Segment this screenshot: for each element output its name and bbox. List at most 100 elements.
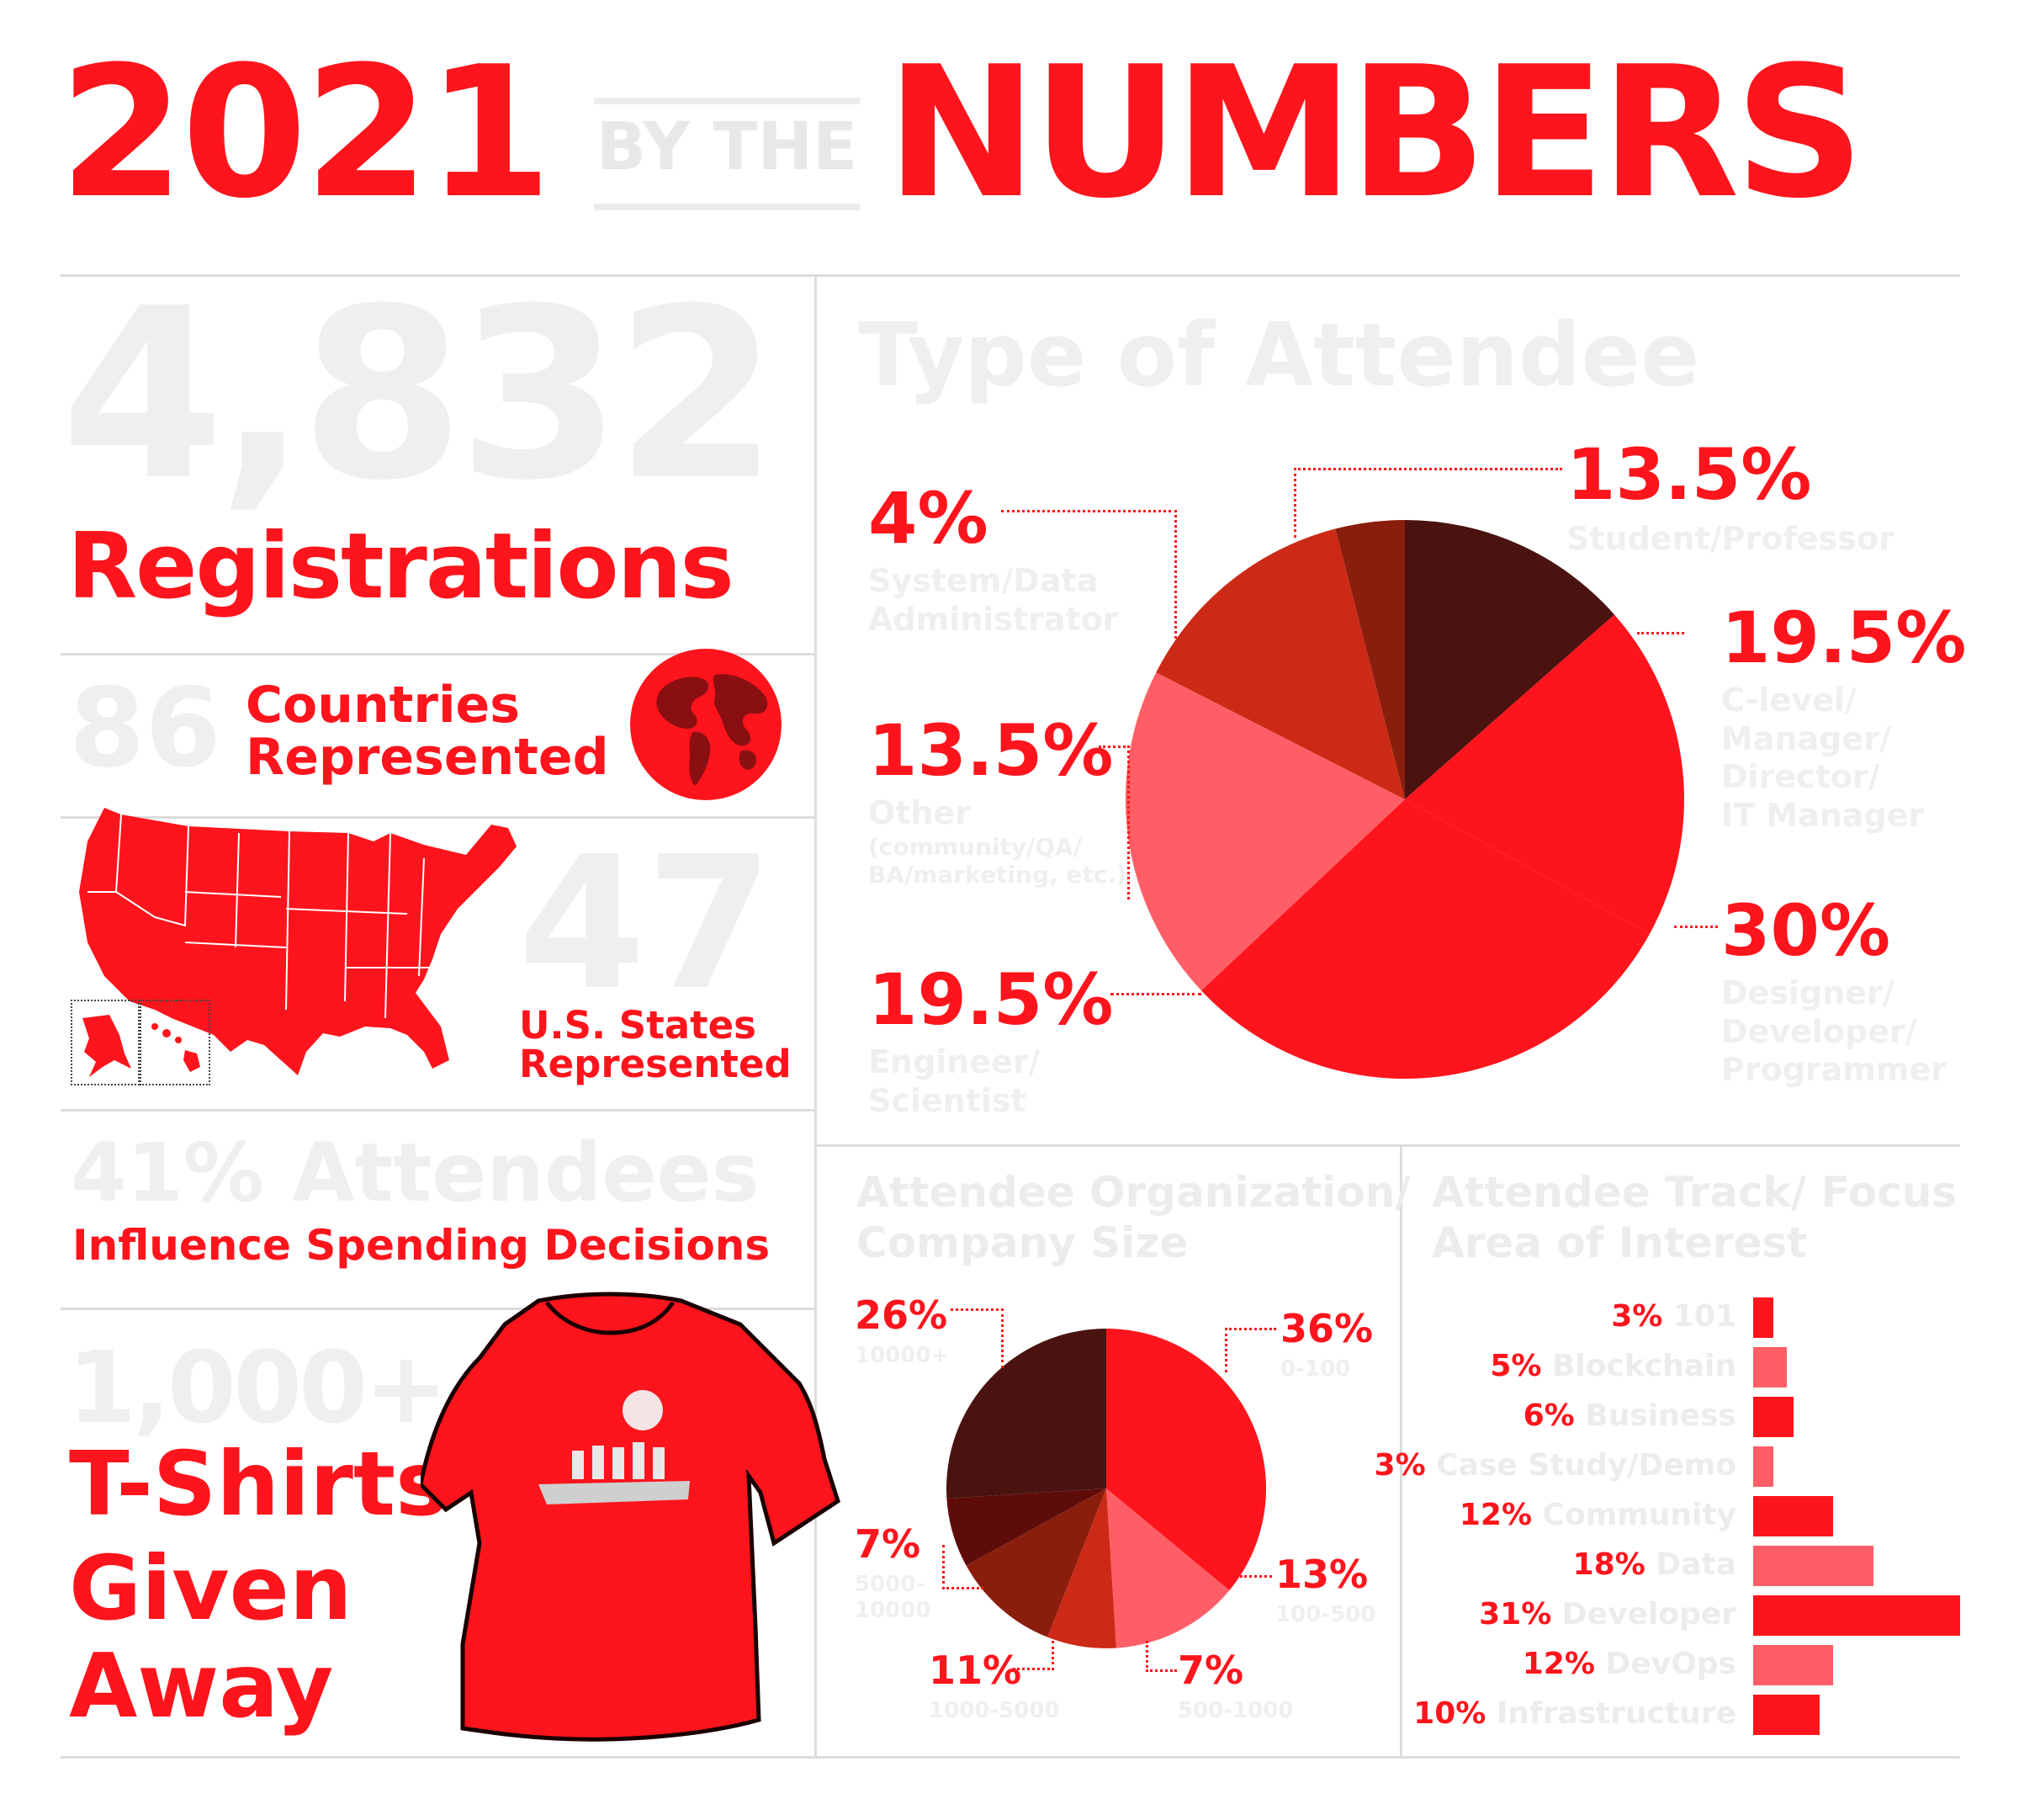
label-500-1000-pct: 7% [1178,1648,1244,1693]
label-1000-5000-cat: 1000-5000 [929,1698,1060,1723]
countries-value: 86 [69,664,221,792]
label-5000-10000: 7% 5000- 10000 [855,1525,930,1624]
track-bar [1753,1297,1773,1338]
track-bar [1753,1595,1960,1636]
track-row: 10% Infrastructure [1346,1691,2019,1740]
company-size-slice-5 [946,1329,1106,1499]
tshirts-line-3: Away [69,1635,334,1738]
registrations-label: Registrations [67,514,734,619]
label-10000plus: 26% 10000+ [855,1296,949,1369]
label-student-cat: Student/Professor [1566,520,1894,557]
label-student-pct: 13.5% [1566,433,1812,516]
label-other-line-3: BA/marketing, etc.) [868,861,1127,889]
track-bar [1753,1645,1834,1685]
globe-icon [630,649,782,800]
label-5000-10000-cat-2: 10000 [855,1598,931,1624]
header-by-the-text: BY THE [596,109,858,185]
track-row-pct: 31% [1479,1597,1562,1632]
track-row-label: 6% Business [1524,1398,1736,1433]
states-value: 47 [518,818,774,1031]
company-size-title-1: Attendee Organization/ [856,1168,1411,1217]
attendee-type-slice-4 [1156,528,1405,799]
company-size-slice-1 [1106,1488,1230,1648]
track-row-label: 31% Developer [1479,1597,1736,1632]
track-title-2: Area of Interest [1432,1218,1808,1267]
countries-label-2: Represented [246,728,609,787]
attendee-type-slice-1 [1405,614,1684,934]
label-designer-pct: 30% [1721,889,1891,972]
leader-0-100 [1225,1328,1276,1372]
label-other-line-2: (community/QA/ [868,832,1083,861]
rule-left-3 [61,1109,814,1112]
label-10000plus-cat: 10000+ [855,1343,950,1368]
track-row-pct: 3% [1374,1448,1437,1483]
track-row: 5% Blockchain [1346,1344,2019,1393]
track-row: 12% DevOps [1346,1642,2019,1690]
countries-label-1: Countries [246,676,520,735]
leader-10000plus [951,1308,1004,1368]
label-sysadmin-pct: 4% [868,477,988,560]
hawaii-icon [151,1023,200,1072]
label-clevel-pct: 19.5% [1721,597,1967,679]
label-1000-5000: 11% 1000-5000 [929,1651,1060,1724]
label-engineer: 19.5% Engineer/ Scientist [868,964,1113,1120]
track-row: 3% 101 [1346,1294,2019,1343]
track-row: 3% Case Study/Demo [1346,1443,2019,1492]
track-row-pct: 5% [1490,1349,1552,1383]
track-row-pct: 18% [1572,1547,1656,1582]
track-row-label: 10% Infrastructure [1413,1696,1736,1731]
track-row-category: Blockchain [1551,1349,1736,1383]
track-row-pct: 6% [1523,1398,1586,1433]
company-size-pie [946,1329,1266,1648]
label-designer: 30% Designer/ Developer/ Programmer [1721,895,1947,1090]
track-bar [1753,1347,1787,1388]
track-row-category: Case Study/Demo [1436,1448,1736,1483]
leader-clevel [1637,632,1684,634]
states-label-2: Represented [519,1042,792,1086]
leader-500-1000 [1146,1641,1177,1672]
header-numbers: NUMBERS [886,27,1865,238]
label-designer-line-2: Developer/ [1721,1012,1917,1050]
track-row-pct: 12% [1459,1498,1543,1532]
label-500-1000-cat: 500-1000 [1178,1698,1294,1723]
label-sysadmin-line-1: System/Data [868,562,1099,599]
track-row: 18% Data [1346,1542,2019,1591]
track-row-category: Community [1542,1498,1736,1532]
tshirts-value: 1,000+ [67,1329,448,1446]
leader-designer [1674,926,1718,928]
track-bar [1753,1695,1820,1735]
influence-label: Influence Spending Decisions [72,1221,771,1270]
tshirts-line-2: Given [69,1537,352,1640]
label-100-500: 13% 100-500 [1275,1555,1375,1628]
attendee-type-slice-0 [1405,520,1615,799]
track-row-category: Business [1585,1398,1736,1433]
label-sysadmin: 4% System/Data Administrator [868,483,1119,639]
track-row-category: 101 [1672,1299,1736,1334]
label-0-100: 36% 0-100 [1280,1309,1373,1382]
rule-right-vertical [1400,1144,1402,1758]
track-row-category: Developer [1561,1597,1736,1632]
track-title-1: Attendee Track/ Focus [1432,1168,1958,1217]
leader-engineer [1110,993,1201,995]
label-5000-10000-pct: 7% [855,1521,921,1567]
leader-sysadmin [1001,510,1177,639]
header-year: 2021 [59,27,552,238]
label-other-pct: 13.5% [868,709,1114,792]
label-clevel-line-2: Manager/ [1721,719,1891,757]
track-row-label: 12% DevOps [1523,1647,1736,1681]
track-row-label: 3% 101 [1611,1299,1736,1334]
track-row-category: Infrastructure [1496,1696,1736,1731]
company-size-title-2: Company Size [856,1218,1189,1267]
company-size-slice-3 [966,1488,1106,1637]
label-engineer-line-2: Scientist [868,1081,1026,1119]
label-clevel-line-3: Director/ [1721,758,1880,796]
label-engineer-pct: 19.5% [868,958,1114,1041]
states-label-1: U.S. States [519,1003,756,1048]
leader-1000-5000 [1013,1641,1054,1670]
attendee-type-slice-2 [1200,799,1650,1079]
track-row-category: Data [1656,1547,1736,1582]
track-row-label: 3% Case Study/Demo [1375,1448,1736,1483]
label-500-1000: 7% 500-1000 [1178,1651,1293,1724]
label-0-100-cat: 0-100 [1280,1356,1351,1382]
alaska-icon [82,1015,131,1077]
